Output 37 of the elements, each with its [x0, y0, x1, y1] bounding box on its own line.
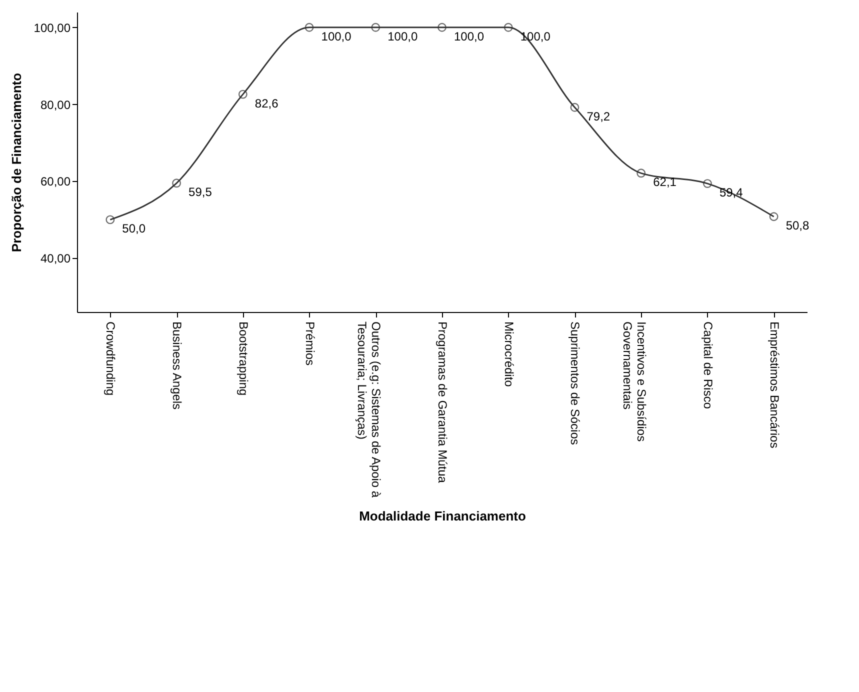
point: [636, 168, 646, 178]
y-tick-label: 80,00: [40, 98, 71, 112]
x-tick-label: Empréstimos Bancários: [767, 322, 782, 448]
x-tick-label: Business Angels: [170, 322, 184, 410]
data-label: 50,0: [122, 222, 146, 236]
point: [702, 179, 712, 188]
x-tick-label: Suprimentos de Sócios: [568, 322, 582, 445]
x-tick-label: Prémios: [302, 322, 317, 366]
data-label: 59,5: [188, 185, 212, 200]
x-tick-label: Incentivos e Subsídios Governamentais: [620, 322, 649, 442]
point: [238, 90, 248, 99]
point: [438, 22, 446, 32]
y-tick-label: 100,00: [34, 20, 71, 35]
y-axis-title: Proporção de Financiamento: [8, 72, 24, 252]
y-tick-label: 60,00: [40, 174, 71, 189]
data-label: 82,6: [254, 96, 279, 110]
data-label: 100,0: [454, 29, 484, 44]
point: [172, 178, 182, 188]
x-tick-label: Outros (e.g: Sistemas de Apoio à Tesouraria; Livranças): [355, 322, 384, 498]
data-label: 50,8: [786, 218, 810, 233]
point: [371, 22, 380, 32]
x-tick-label: Capital de Risco: [700, 322, 715, 410]
point: [570, 102, 580, 112]
point: [769, 212, 778, 222]
point: [504, 22, 513, 32]
point: [106, 215, 115, 224]
x-tick-label: Bootstrapping: [236, 322, 250, 396]
x-tick-label: Microcrédito: [502, 322, 516, 388]
data-label: 62,1: [653, 175, 677, 190]
data-label: 79,2: [586, 109, 610, 124]
point: [304, 22, 314, 32]
x-axis-title: Modalidade Financiamento: [359, 508, 526, 524]
data-label: 100,0: [321, 29, 352, 44]
data-label: 100,0: [388, 29, 418, 44]
x-tick-label: Crowdfunding: [104, 322, 118, 396]
y-tick-label: 40,00: [40, 252, 71, 266]
x-tick-label: Programas de Garantia Mútua: [436, 322, 450, 484]
